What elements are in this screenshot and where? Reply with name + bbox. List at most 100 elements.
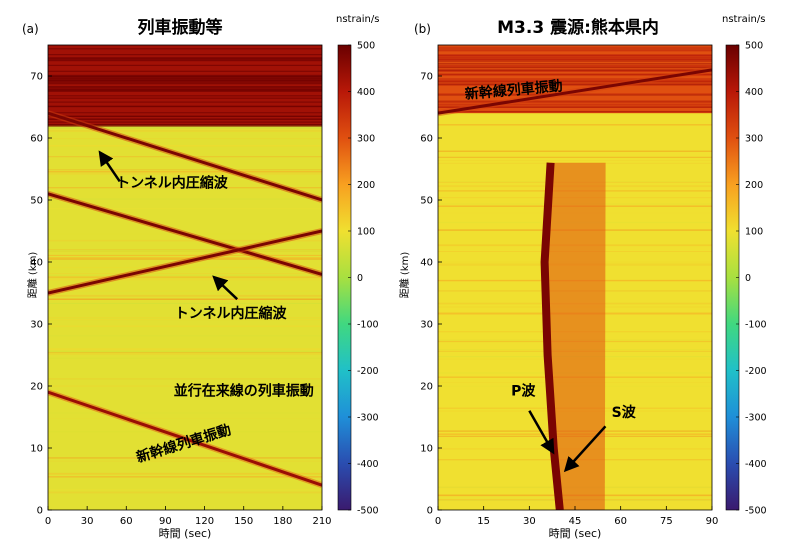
y-tick-label: 30 [30, 320, 43, 331]
noise-streak [438, 124, 712, 126]
noisy-band-streak [438, 83, 712, 86]
noisy-band-streak [48, 106, 322, 108]
noise-streak [48, 348, 322, 350]
panel-a-ylabel: 距離 (km) [26, 252, 39, 299]
colorbar-tick-label: 100 [357, 227, 375, 238]
annotation-label: トンネル内圧縮波 [116, 175, 229, 192]
noisy-band-streak [438, 82, 712, 85]
panel-b-heatmap [438, 45, 712, 510]
noisy-band-streak [438, 55, 712, 58]
noise-streak [438, 156, 712, 158]
noisy-band-streak [438, 67, 712, 69]
vibration-trace [48, 192, 322, 276]
colorbar-tick-label: 100 [745, 227, 763, 238]
panel-b: (b) M3.3 震源:熊本県内 0 15 30 45 60 75 90 0 10 20 30 40 5… [398, 14, 767, 540]
panel-a-axes: 0 30 60 90 120 150 180 210 0 10 20 30 40 50 60 70 [30, 44, 332, 527]
x-tick-label: 0 [435, 516, 441, 527]
noise-streak [48, 317, 322, 319]
colorbar-tick-label: -400 [745, 459, 767, 470]
noise-streak [48, 412, 322, 414]
x-tick-label: 120 [195, 516, 214, 527]
noise-streak [48, 130, 322, 132]
noise-streak [48, 294, 322, 296]
noisy-band-streak [48, 54, 322, 56]
noise-streak [438, 150, 712, 152]
panel-b-xlabel: 時間 (sec) [549, 527, 602, 540]
annotation-arrow [563, 425, 607, 473]
panel-b-label: (b) [414, 22, 431, 36]
y-tick-label: 20 [30, 382, 43, 393]
plot-frame [47, 44, 323, 511]
panel-b-ylabel: 距離 (km) [398, 252, 411, 299]
panel-a-xlabel: 時間 (sec) [159, 527, 212, 540]
annotation-arrow [212, 275, 239, 301]
y-tick-label: 70 [30, 72, 43, 83]
noisy-band-streak [438, 60, 712, 62]
noise-streak [48, 274, 322, 276]
noise-streak [48, 198, 322, 200]
y-tick-label: 40 [420, 258, 433, 269]
noisy-band-streak [48, 57, 322, 59]
noise-streak [48, 476, 322, 478]
panel-a: (a) 列車振動等 0 30 60 90 120 150 180 210 0 10 20 30 40 50… [22, 14, 379, 540]
y-tick-label: 50 [30, 196, 43, 207]
noisy-band-streak [48, 90, 322, 92]
noise-streak [48, 335, 322, 337]
noisy-band-streak [438, 65, 712, 67]
noisy-band-streak [48, 79, 322, 81]
y-tick-label: 50 [420, 196, 433, 207]
y-tick-label: 70 [420, 72, 433, 83]
y-tick-label: 0 [427, 506, 433, 517]
noisy-band-streak [438, 69, 712, 71]
noise-streak [48, 294, 322, 297]
vibration-trace [438, 68, 712, 115]
noisy-band-streak [438, 48, 712, 50]
noise-streak [48, 457, 322, 459]
noisy-band-streak [48, 124, 322, 126]
colorbar-tick-label: -200 [745, 366, 767, 377]
noisy-band-streak [438, 57, 712, 59]
noise-streak [48, 173, 322, 175]
noisy-band-streak [48, 64, 322, 66]
panel-a-title: 列車振動等 [138, 17, 223, 38]
noisy-band-streak [438, 50, 712, 52]
annotation-label: 並行在来線の列車振動 [174, 382, 314, 399]
noise-streak [48, 257, 322, 259]
y-tick-label: 0 [37, 506, 43, 517]
noise-streak [48, 352, 322, 355]
noisy-band-streak [48, 95, 322, 97]
noise-streak [48, 350, 322, 352]
noise-streak [438, 160, 712, 161]
y-tick-label: 60 [30, 134, 43, 145]
x-tick-label: 30 [81, 516, 94, 527]
noisy-band-streak [48, 86, 322, 88]
colorbar-tick-label: -400 [357, 459, 379, 470]
colorbar-tick-label: -500 [357, 506, 379, 517]
noisy-band-streak [438, 103, 712, 105]
x-tick-label: 75 [660, 516, 673, 527]
panel-b-colorbar: 500 400 300 200 100 0 -100 -200 -300 -400 -500 [725, 41, 767, 517]
noisy-band [48, 45, 322, 126]
x-tick-label: 30 [523, 516, 536, 527]
annotation-label: P波 [511, 382, 536, 399]
noise-streak [48, 352, 322, 353]
y-tick-label: 10 [420, 444, 433, 455]
noisy-band-streak [48, 78, 322, 80]
noise-streak [48, 187, 322, 189]
colorbar-tick-label: 500 [357, 41, 375, 52]
noise-streak [48, 378, 322, 380]
noise-streak [438, 114, 712, 115]
noisy-band-streak [438, 104, 712, 106]
noise-streak [48, 273, 322, 274]
noise-streak [48, 351, 322, 353]
noisy-band-streak [438, 81, 712, 83]
x-tick-label: 45 [569, 516, 582, 527]
noise-streak [48, 325, 322, 328]
noise-streak [48, 489, 322, 491]
colorbar-tick-label: 0 [357, 273, 363, 284]
annotation-arrow [98, 150, 121, 183]
panel-b-colorbar-unit: nstrain/s [722, 14, 765, 25]
noisy-band-streak [48, 121, 322, 123]
annotation-label: S波 [612, 404, 637, 421]
